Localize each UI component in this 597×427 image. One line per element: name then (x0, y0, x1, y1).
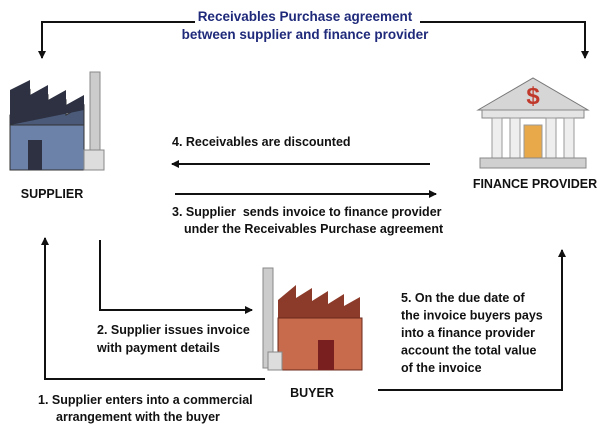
step-line: the invoice buyers pays (401, 309, 543, 323)
step-line: 4. Receivables are discounted (172, 135, 351, 149)
step-line: 1. Supplier enters into a commercial (38, 393, 253, 407)
supplier-icon (9, 71, 105, 171)
step-line: arrangement with the buyer (56, 410, 220, 424)
step-line: of the invoice (401, 361, 482, 375)
dollar-sign: $ (526, 83, 540, 110)
node-label: BUYER (290, 386, 334, 400)
title-line: Receivables Purchase agreement (198, 9, 413, 24)
step-line: with payment details (96, 341, 220, 355)
title-line: between supplier and finance provider (182, 27, 430, 42)
step-line: account the total value (401, 344, 536, 358)
step-line: 5. On the due date of (401, 291, 525, 305)
step-line: into a finance provider (401, 326, 535, 340)
step-line: 3. Supplier sends invoice to finance pro… (172, 205, 442, 219)
finance-provider-icon: $ (476, 77, 590, 169)
step-line: 2. Supplier issues invoice (97, 323, 250, 337)
steps: 1. Supplier enters into a commercial arra… (38, 135, 543, 424)
arrow-agreement-left (38, 21, 195, 59)
arrow-step-5 (378, 249, 566, 391)
step-line: under the Receivables Purchase agreement (184, 222, 444, 236)
arrow-agreement-right (420, 21, 589, 59)
arrow-step-2 (99, 240, 253, 314)
arrows (38, 21, 589, 391)
buyer-icon (262, 267, 363, 371)
arrow-step-1 (41, 237, 265, 380)
node-label: FINANCE PROVIDER (473, 177, 597, 191)
node-label: SUPPLIER (21, 187, 84, 201)
